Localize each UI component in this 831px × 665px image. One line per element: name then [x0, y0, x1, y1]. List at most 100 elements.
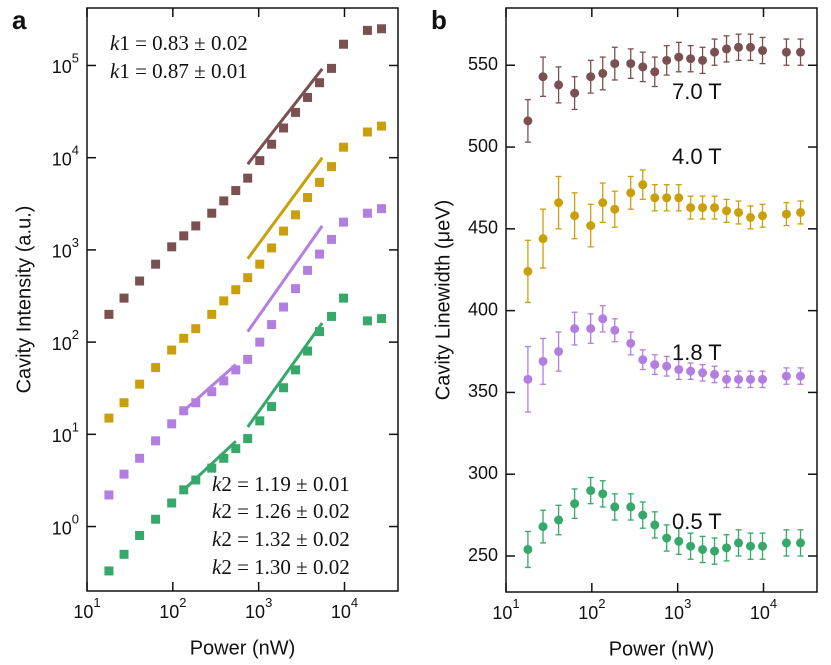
data-point: [151, 436, 161, 446]
data-point: [570, 88, 580, 98]
data-point: [191, 324, 201, 334]
data-point: [758, 374, 768, 384]
annotation: k2 = 1.19 ± 0.01: [212, 472, 350, 496]
data-point: [686, 54, 696, 64]
data-point: [796, 538, 806, 548]
data-point: [523, 374, 533, 384]
data-point: [119, 293, 129, 303]
data-point: [758, 46, 768, 56]
data-point: [781, 209, 791, 219]
data-point: [523, 544, 533, 554]
x-axis-label: Power (nW): [609, 638, 715, 660]
data-point: [327, 162, 337, 172]
data-point: [279, 383, 289, 393]
data-point: [650, 360, 660, 370]
data-point: [179, 406, 189, 416]
x-tick-label: 103: [245, 595, 272, 621]
data-point: [291, 107, 301, 117]
data-point: [734, 538, 744, 548]
plot-frame: [505, 7, 818, 593]
annotation: k1 = 0.87 ± 0.01: [110, 59, 248, 83]
data-point: [746, 374, 756, 384]
data-point: [279, 302, 289, 312]
data-point: [104, 413, 114, 423]
data-point: [554, 80, 564, 90]
data-point: [796, 371, 806, 381]
y-axis-label: Cavity Linewidth (μeV): [432, 200, 454, 401]
data-point: [586, 221, 596, 231]
data-point: [135, 379, 145, 389]
data-point: [377, 314, 387, 324]
data-point: [722, 374, 732, 384]
y-tick-label: 103: [52, 235, 79, 261]
data-point: [638, 180, 648, 190]
data-point: [662, 55, 672, 65]
data-point: [327, 311, 337, 321]
data-point: [207, 387, 217, 397]
data-point: [570, 499, 580, 509]
y-tick-label: 500: [468, 136, 498, 156]
series-label: 0.5 T: [672, 509, 722, 534]
annotation: k2 = 1.30 ± 0.02: [212, 555, 350, 579]
x-tick-label: 104: [750, 596, 777, 622]
data-point: [179, 231, 189, 241]
data-point: [674, 536, 684, 546]
data-point: [303, 265, 313, 275]
x-tick-label: 103: [664, 596, 691, 622]
data-point: [339, 142, 349, 152]
data-point: [167, 242, 177, 252]
data-point: [219, 196, 229, 206]
annotation: k2 = 1.32 ± 0.02: [212, 527, 350, 551]
data-point: [327, 234, 337, 244]
data-point: [327, 63, 337, 73]
data-point: [303, 346, 313, 356]
data-point: [781, 371, 791, 381]
data-point: [135, 530, 145, 540]
x-axis-label: Power (nW): [190, 637, 296, 659]
data-point: [698, 544, 708, 554]
data-point: [279, 123, 289, 133]
data-point: [267, 139, 277, 149]
data-point: [796, 207, 806, 217]
data-point: [523, 116, 533, 126]
data-point: [626, 502, 636, 512]
data-point: [219, 376, 229, 386]
data-point: [538, 356, 548, 366]
data-point: [586, 486, 596, 496]
x-tick-label: 102: [578, 596, 605, 622]
data-point: [231, 285, 241, 295]
data-point: [339, 39, 349, 49]
y-tick-label: 450: [468, 218, 498, 238]
y-tick-label: 101: [52, 420, 79, 446]
data-point: [746, 42, 756, 52]
data-point: [570, 211, 580, 221]
data-point: [610, 502, 620, 512]
data-point: [303, 193, 313, 203]
data-point: [151, 363, 161, 373]
data-point: [710, 369, 720, 379]
data-point: [746, 541, 756, 551]
data-point: [674, 365, 684, 375]
data-point: [119, 398, 129, 408]
fit-line: [246, 67, 324, 166]
annotation: k1 = 0.83 ± 0.02: [110, 31, 248, 55]
fit-line: [246, 156, 324, 260]
data-point: [119, 469, 129, 479]
data-point: [151, 514, 161, 524]
data-point: [231, 186, 241, 196]
data-point: [598, 314, 608, 324]
data-point: [598, 198, 608, 208]
data-point: [315, 249, 325, 259]
x-tick-label: 101: [73, 595, 100, 621]
data-point: [315, 177, 325, 187]
data-point: [303, 92, 313, 102]
data-point: [610, 204, 620, 214]
y-tick-label: 350: [468, 381, 498, 401]
data-point: [638, 62, 648, 72]
data-point: [191, 475, 201, 485]
data-point: [638, 355, 648, 365]
panel-label: b: [431, 5, 447, 35]
data-point: [339, 293, 349, 303]
fit-line: [246, 322, 324, 428]
